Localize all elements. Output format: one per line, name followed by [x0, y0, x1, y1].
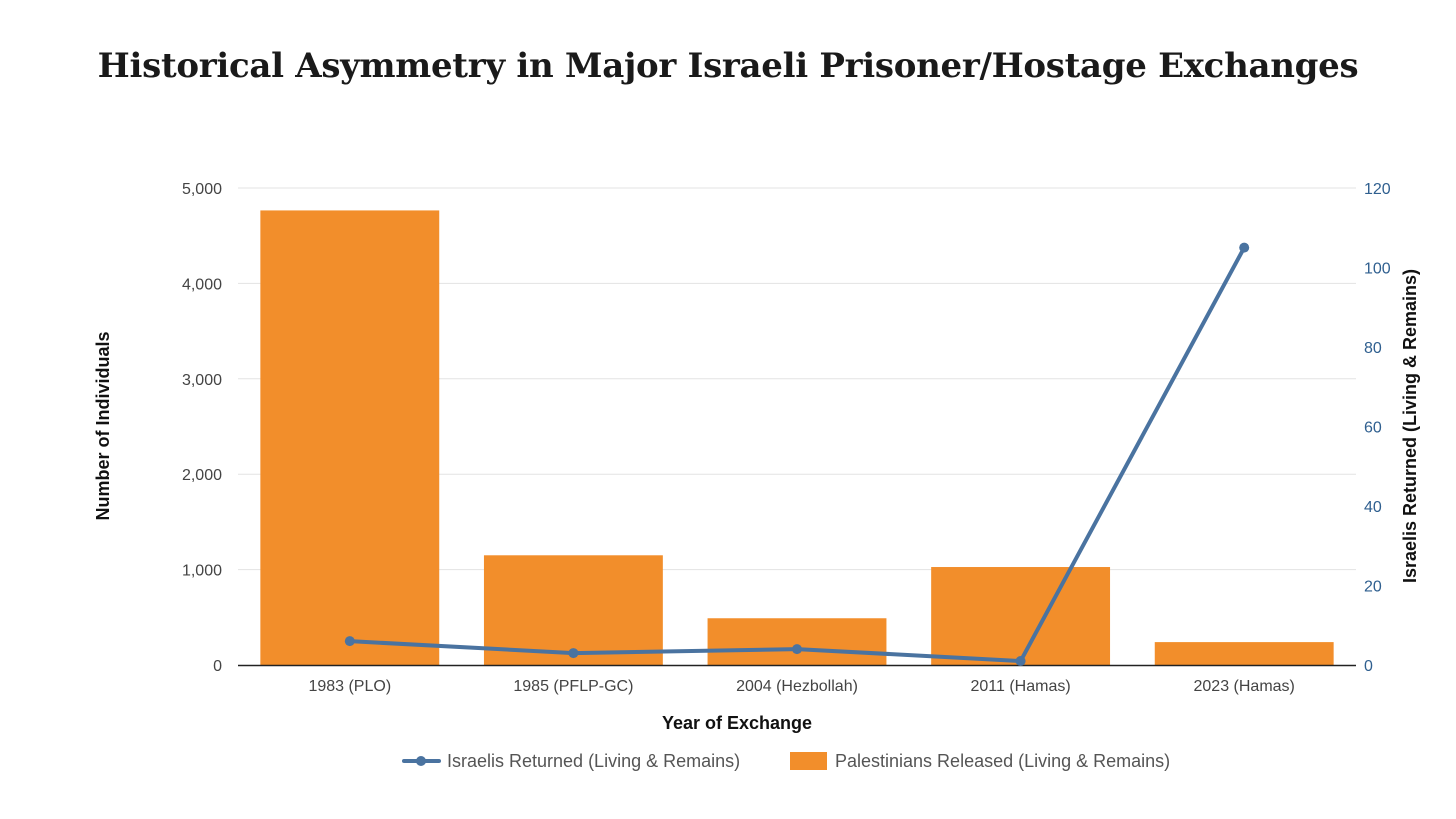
y-tick-label: 1,000	[182, 563, 222, 580]
y-tick-label: 0	[213, 658, 222, 675]
y2-tick-label: 80	[1364, 340, 1382, 357]
right-axis-ticks: 0 20 40 60 80 100 120	[1364, 181, 1391, 675]
legend-bar-swatch	[790, 752, 827, 770]
bar	[1154, 642, 1334, 665]
y-tick-label: 2,000	[182, 467, 222, 484]
chart-title: Historical Asymmetry in Major Israeli Pr…	[97, 46, 1359, 86]
y-axis-title: Number of Individuals	[93, 331, 113, 520]
legend-label-israelis: Israelis Returned (Living & Remains)	[447, 751, 740, 771]
line-point	[1239, 242, 1250, 253]
line-point	[792, 644, 802, 655]
legend-label-palestinians: Palestinians Released (Living & Remains)	[835, 751, 1170, 771]
line-point	[1015, 656, 1026, 667]
y-tick-label: 3,000	[182, 372, 222, 389]
y2-tick-label: 100	[1364, 261, 1391, 278]
bar	[707, 618, 887, 665]
left-axis-ticks: 0 1,000 2,000 3,000 4,000 5,000	[182, 181, 222, 675]
x-axis-ticks: 1983 (PLO) 1985 (PFLP-GC) 2004 (Hezbollah)…	[308, 678, 1294, 695]
y-tick-label: 5,000	[182, 181, 222, 198]
line-point	[344, 636, 355, 647]
x-tick-label: 2004 (Hezbollah)	[736, 678, 858, 695]
bar	[483, 555, 663, 665]
x-tick-label: 1983 (PLO)	[308, 678, 391, 695]
x-axis-title: Year of Exchange	[662, 713, 812, 733]
y2-tick-label: 40	[1364, 499, 1382, 516]
bar	[931, 567, 1111, 665]
x-tick-label: 2023 (Hamas)	[1194, 678, 1295, 695]
y2-axis-title: Israelis Returned (Living & Remains)	[1400, 269, 1420, 583]
y2-tick-label: 20	[1364, 579, 1382, 596]
y2-tick-label: 120	[1364, 181, 1391, 198]
y2-tick-label: 60	[1364, 420, 1382, 437]
y2-tick-label: 0	[1364, 658, 1373, 675]
x-tick-label: 1985 (PFLP-GC)	[513, 678, 633, 695]
legend-line-marker	[416, 756, 426, 766]
x-tick-label: 2011 (Hamas)	[971, 678, 1071, 695]
bar	[260, 210, 440, 665]
line-point	[568, 648, 579, 659]
line-series	[344, 242, 1250, 667]
legend: Israelis Returned (Living & Remains) Pal…	[402, 751, 1170, 771]
bar-series	[260, 210, 1334, 665]
y-tick-label: 4,000	[182, 276, 222, 293]
